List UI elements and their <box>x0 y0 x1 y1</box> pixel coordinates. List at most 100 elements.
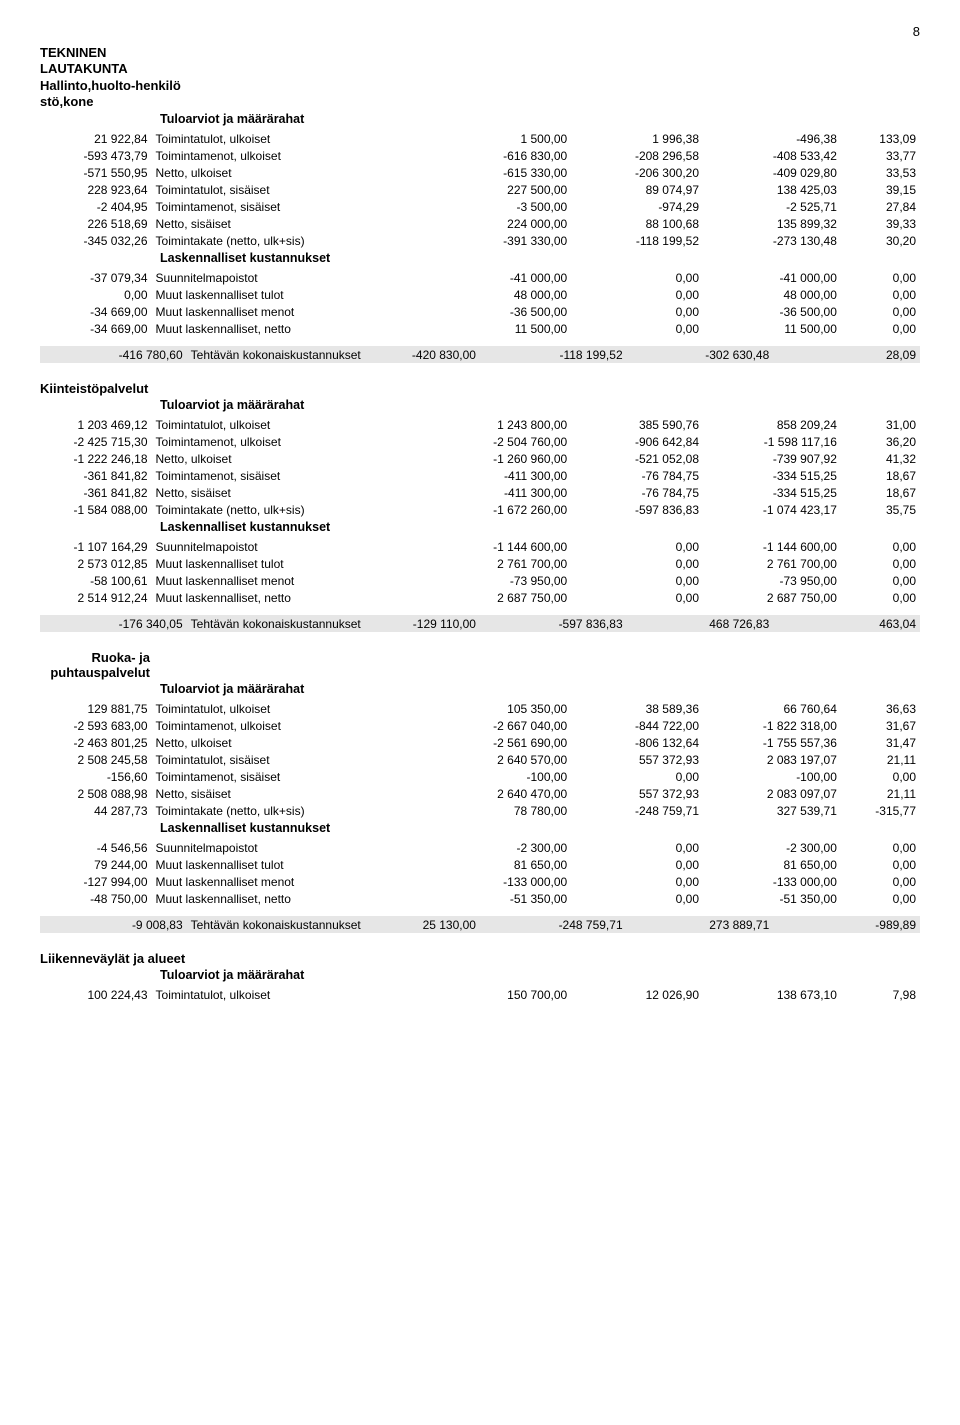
row-label: Muut laskennalliset, netto <box>152 589 434 606</box>
finance-table: 129 881,75Toimintatulot, ulkoiset105 350… <box>40 700 920 819</box>
row-value: 2 687 750,00 <box>433 589 571 606</box>
row-value: -806 132,64 <box>571 734 703 751</box>
row-value: 0,00 <box>841 856 920 873</box>
department-title: Liikenneväylät ja alueet <box>40 951 920 966</box>
row-value: -156,60 <box>40 768 152 785</box>
row-value: 226 518,69 <box>40 215 152 232</box>
table-row: 1 203 469,12Toimintatulot, ulkoiset1 243… <box>40 416 920 433</box>
row-label: Muut laskennalliset tulot <box>152 856 434 873</box>
row-label: Suunnitelmapoistot <box>152 839 434 856</box>
row-value: 0,00 <box>571 320 703 337</box>
row-value: -593 473,79 <box>40 147 152 164</box>
row-label: Toimintamenot, sisäiset <box>152 198 434 215</box>
row-value: 89 074,97 <box>571 181 703 198</box>
table-row: 2 508 245,58Toimintatulot, sisäiset2 640… <box>40 751 920 768</box>
row-value: 12 026,90 <box>571 986 703 1003</box>
row-value: 557 372,93 <box>571 785 703 802</box>
row-value: -844 722,00 <box>571 717 703 734</box>
block-header: Laskennalliset kustannukset <box>40 520 920 534</box>
row-value: 44 287,73 <box>40 802 152 819</box>
row-value: 0,00 <box>571 768 703 785</box>
row-value: -118 199,52 <box>480 346 627 363</box>
row-value: -118 199,52 <box>571 232 703 249</box>
row-value: 100 224,43 <box>40 986 152 1003</box>
row-label: Netto, sisäiset <box>152 215 434 232</box>
row-value: -315,77 <box>841 802 920 819</box>
row-value: 0,00 <box>841 768 920 785</box>
row-value: -2 667 040,00 <box>433 717 571 734</box>
table-row: 2 514 912,24Muut laskennalliset, netto2 … <box>40 589 920 606</box>
row-value: -48 750,00 <box>40 890 152 907</box>
row-value: -133 000,00 <box>703 873 841 890</box>
row-value: -2 404,95 <box>40 198 152 215</box>
table-row: -1 107 164,29Suunnitelmapoistot-1 144 60… <box>40 538 920 555</box>
row-value: 138 425,03 <box>703 181 841 198</box>
row-value: 2 761 700,00 <box>433 555 571 572</box>
row-value: 0,00 <box>571 555 703 572</box>
row-value: -334 515,25 <box>703 467 841 484</box>
row-value: 18,67 <box>841 467 920 484</box>
total-row: -176 340,05Tehtävän kokonaiskustannukset… <box>40 615 920 632</box>
row-label: Muut laskennalliset tulot <box>152 286 434 303</box>
row-value: -41 000,00 <box>703 269 841 286</box>
row-value: 21 922,84 <box>40 130 152 147</box>
row-value: -2 300,00 <box>703 839 841 856</box>
row-value: -974,29 <box>571 198 703 215</box>
row-value: -133 000,00 <box>433 873 571 890</box>
row-value: 0,00 <box>40 286 152 303</box>
row-value: 7,98 <box>841 986 920 1003</box>
row-value: -273 130,48 <box>703 232 841 249</box>
row-value: 0,00 <box>571 839 703 856</box>
row-value: 224 000,00 <box>433 215 571 232</box>
row-value: -2 561 690,00 <box>433 734 571 751</box>
row-value: 2 573 012,85 <box>40 555 152 572</box>
table-row: -127 994,00Muut laskennalliset menot-133… <box>40 873 920 890</box>
row-value: 27,84 <box>841 198 920 215</box>
finance-table: 21 922,84Toimintatulot, ulkoiset1 500,00… <box>40 130 920 249</box>
row-label: Toimintatulot, ulkoiset <box>152 416 434 433</box>
table-row: 100 224,43Toimintatulot, ulkoiset150 700… <box>40 986 920 1003</box>
row-value: 21,11 <box>841 785 920 802</box>
row-value: -1 755 557,36 <box>703 734 841 751</box>
row-value: 133,09 <box>841 130 920 147</box>
row-value: 36,20 <box>841 433 920 450</box>
row-value: 2 640 570,00 <box>433 751 571 768</box>
row-value: -411 300,00 <box>433 467 571 484</box>
row-value: -1 260 960,00 <box>433 450 571 467</box>
table-row: -48 750,00Muut laskennalliset, netto-51 … <box>40 890 920 907</box>
row-value: -408 533,42 <box>703 147 841 164</box>
row-value: 0,00 <box>841 890 920 907</box>
row-value: -597 836,83 <box>571 501 703 518</box>
row-value: -76 784,75 <box>571 484 703 501</box>
table-row: -361 841,82Netto, sisäiset-411 300,00-76… <box>40 484 920 501</box>
table-row: -1 584 088,00Toimintakate (netto, ulk+si… <box>40 501 920 518</box>
table-row: -37 079,34Suunnitelmapoistot-41 000,000,… <box>40 269 920 286</box>
row-value: -597 836,83 <box>480 615 627 632</box>
row-value: -409 029,80 <box>703 164 841 181</box>
row-value: 0,00 <box>841 320 920 337</box>
row-value: 0,00 <box>571 303 703 320</box>
row-value: -302 630,48 <box>627 346 774 363</box>
row-value: -34 669,00 <box>40 320 152 337</box>
row-value: 2 514 912,24 <box>40 589 152 606</box>
row-label: Muut laskennalliset, netto <box>152 320 434 337</box>
row-label: Toimintamenot, sisäiset <box>152 768 434 785</box>
row-value: -416 780,60 <box>40 346 187 363</box>
row-value: -206 300,20 <box>571 164 703 181</box>
row-value: -176 340,05 <box>40 615 187 632</box>
row-label: Suunnitelmapoistot <box>152 538 434 555</box>
row-value: -100,00 <box>433 768 571 785</box>
row-value: 2 640 470,00 <box>433 785 571 802</box>
row-value: -2 525,71 <box>703 198 841 215</box>
row-value: 129 881,75 <box>40 700 152 717</box>
row-value: -34 669,00 <box>40 303 152 320</box>
table-row: -2 593 683,00Toimintamenot, ulkoiset-2 6… <box>40 717 920 734</box>
row-label: Toimintatulot, ulkoiset <box>152 130 434 147</box>
row-value: -73 950,00 <box>433 572 571 589</box>
row-value: 11 500,00 <box>433 320 571 337</box>
row-value: 0,00 <box>571 873 703 890</box>
total-row: -9 008,83Tehtävän kokonaiskustannukset25… <box>40 916 920 933</box>
row-label: Netto, ulkoiset <box>152 164 434 181</box>
row-value: 2 687 750,00 <box>703 589 841 606</box>
row-value: 2 083 197,07 <box>703 751 841 768</box>
